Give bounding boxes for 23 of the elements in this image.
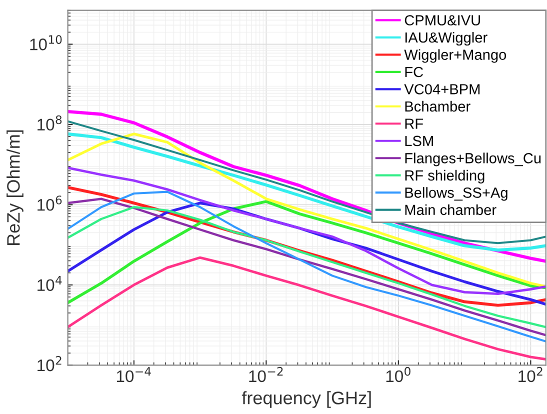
legend-label: Main chamber [405,204,496,216]
legend-label: FC [405,66,424,78]
legend-label: IAU&Wiggler [405,32,488,46]
legend-label: Wiggler+Mango [404,49,506,63]
y-tick-label: 10$^{10}$ [30,35,62,50]
y-tick-label: 10$^{6}$ [38,196,62,211]
y-tick-label: 10$^{8}$ [38,115,62,131]
legend-label: VC04+BPM [404,84,480,94]
x-tick-label: 10$^{−4}$ [116,367,151,382]
x-axis-title: frequency [GHz] [242,391,371,408]
legend-label: RF shielding [405,170,484,184]
y-axis-title: ReZy [Ohm/m] [6,130,24,245]
y-tick-label: 10$^{2}$ [38,356,62,372]
x-tick-label: 10$^{2}$ [518,366,542,382]
legend-label: Bchamber [405,100,470,112]
x-tick-label: 10$^{0}$ [386,366,410,382]
legend-label: CPMU&IVU [404,15,480,26]
x-tick-label: 10$^{−2}$ [249,366,283,382]
legend-label: Bellows_SS+Ag [405,187,508,201]
y-tick-label: 10$^{4}$ [38,276,62,292]
legend-label: RF [405,118,423,129]
legend-label: Flanges+Bellows_Cu [405,152,541,166]
legend-label: LSM [405,136,433,146]
